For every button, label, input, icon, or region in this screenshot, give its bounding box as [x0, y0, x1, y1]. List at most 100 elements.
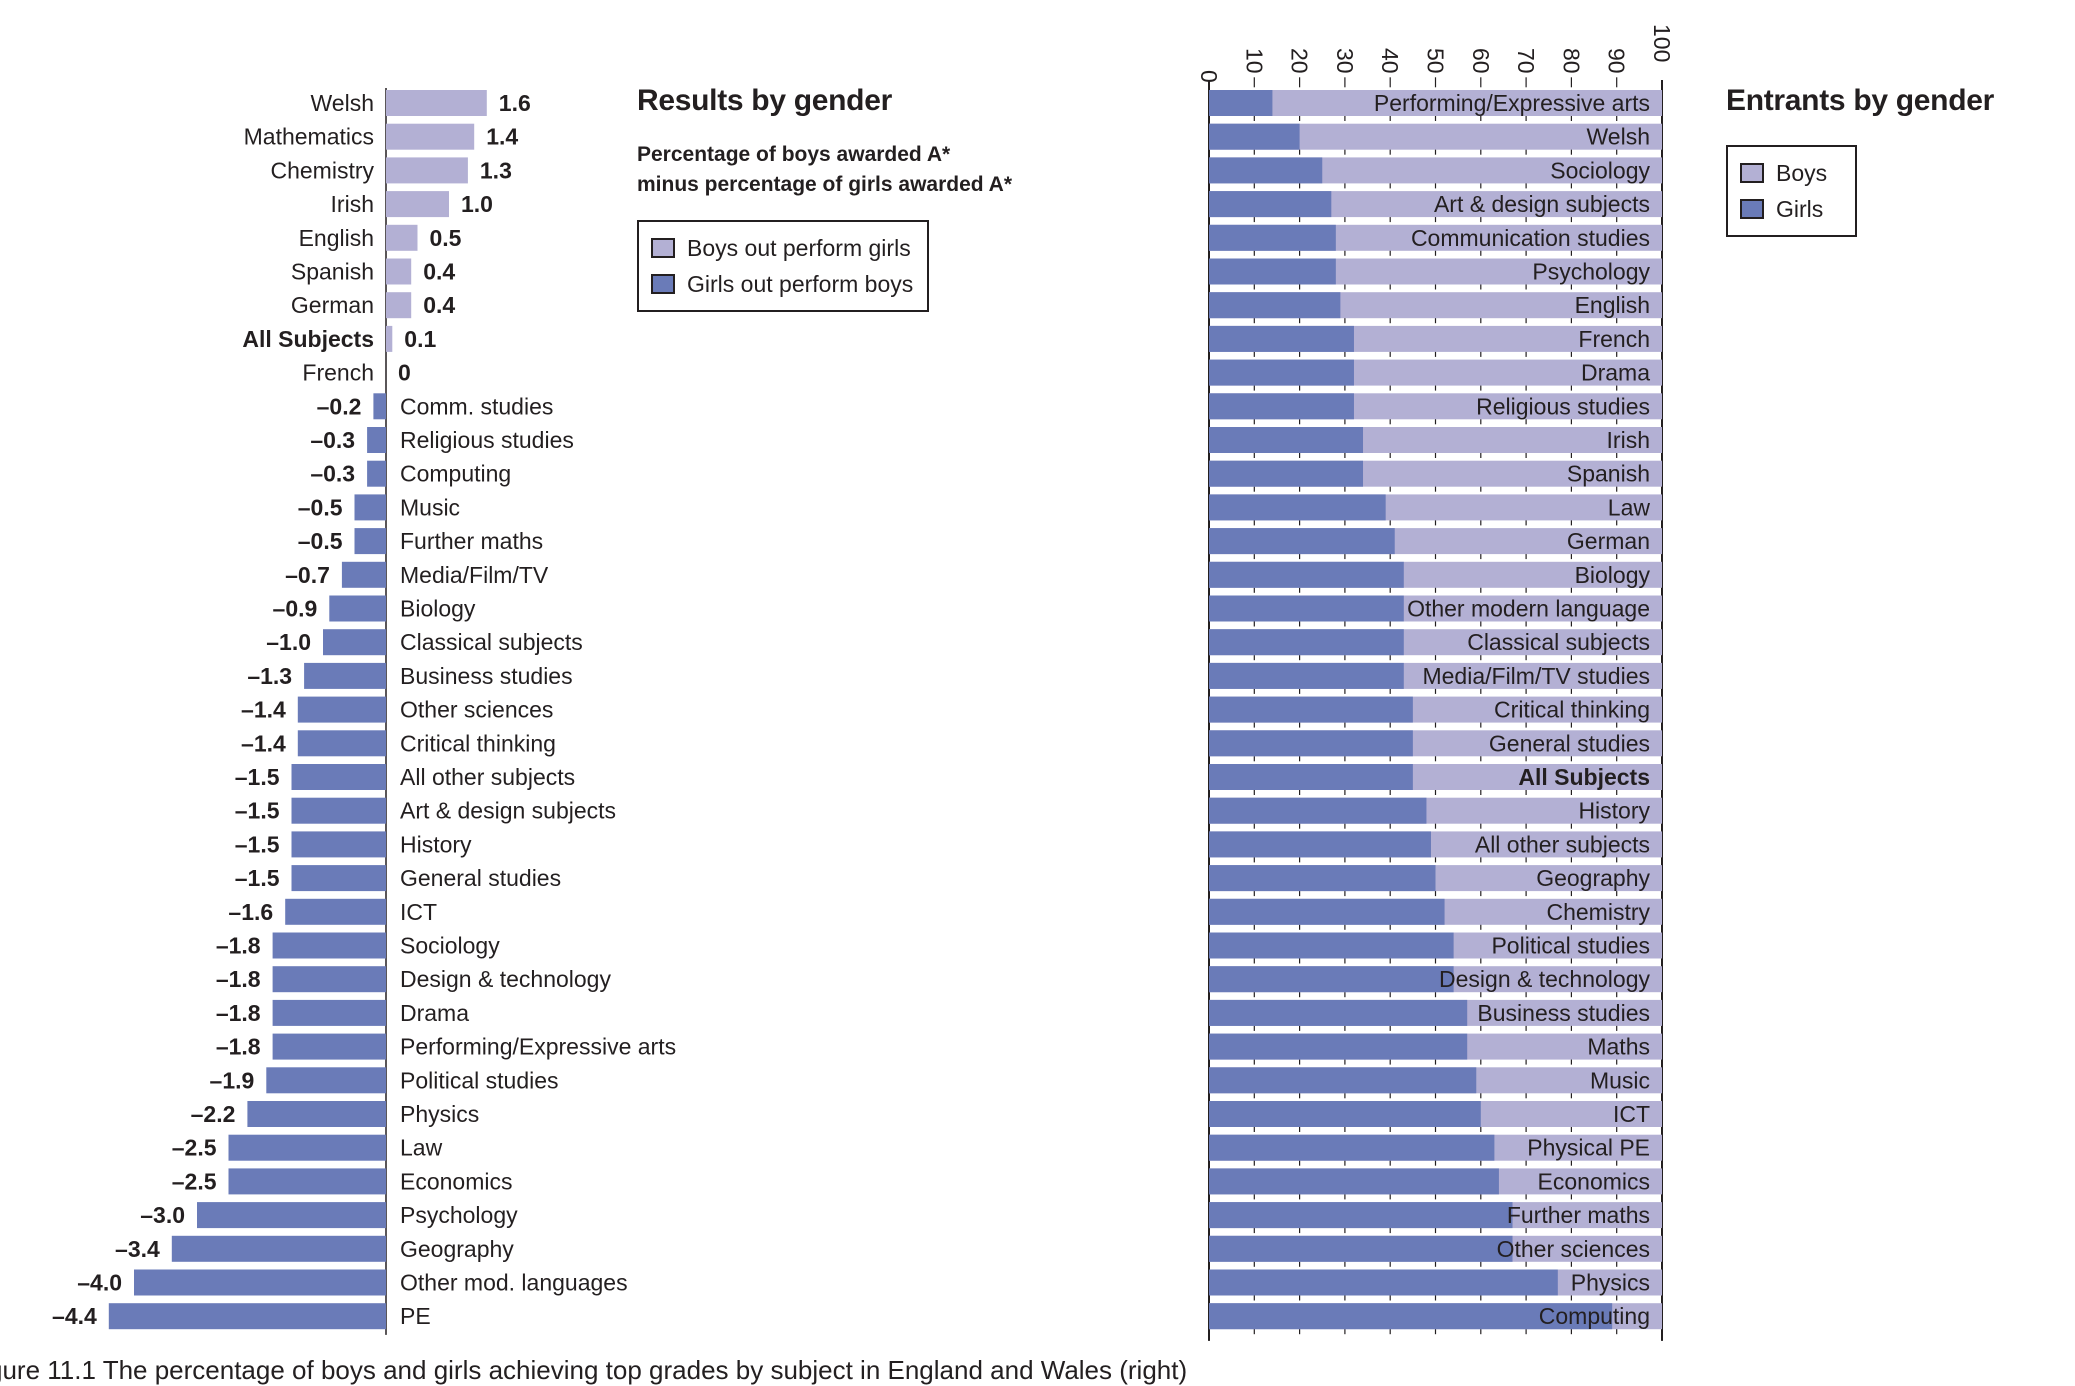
bar — [367, 460, 386, 487]
entrants-title: Entrants by gender — [1726, 84, 1994, 117]
bar-girls — [1209, 191, 1332, 218]
value-label: 0 — [398, 360, 411, 386]
category-label: Other mod. languages — [400, 1270, 628, 1296]
category-label: All Subjects — [242, 326, 374, 352]
category-label: French — [1578, 326, 1650, 352]
x-tick-label: 90 — [1604, 48, 1630, 74]
category-label: History — [400, 831, 472, 857]
category-label: Welsh — [311, 90, 375, 116]
category-label: Political studies — [400, 1067, 559, 1093]
value-label: –0.9 — [273, 596, 318, 622]
bar-girls — [1209, 932, 1454, 959]
category-label: Further maths — [1507, 1202, 1650, 1228]
category-label: Spanish — [291, 259, 374, 285]
category-label: Communication studies — [1411, 225, 1650, 251]
bar — [386, 292, 412, 319]
bar — [272, 932, 386, 959]
bar-girls — [1209, 1269, 1558, 1296]
bar — [108, 1303, 387, 1330]
value-label: –1.0 — [266, 629, 311, 655]
category-label: Geography — [400, 1236, 514, 1262]
value-label: –0.3 — [310, 427, 355, 453]
category-label: Critical thinking — [400, 730, 556, 756]
value-label: –0.7 — [285, 562, 330, 588]
category-label: Design & technology — [1439, 966, 1650, 992]
results-subtitle: Percentage of boys awarded A* minus perc… — [637, 140, 1012, 200]
category-label: German — [1567, 528, 1650, 554]
category-label: ICT — [400, 899, 437, 925]
value-label: –1.4 — [241, 730, 286, 756]
value-label: –4.4 — [52, 1303, 97, 1329]
category-label: Physics — [1571, 1270, 1650, 1296]
category-label: Religious studies — [1476, 393, 1650, 419]
bar-girls — [1209, 258, 1336, 285]
category-label: Biology — [400, 596, 476, 622]
value-label: –0.3 — [310, 461, 355, 487]
category-label: Economics — [1538, 1168, 1650, 1194]
category-label: Media/Film/TV — [400, 562, 549, 588]
legend-item-girls: Girls — [1740, 191, 1827, 227]
category-label: Economics — [400, 1168, 512, 1194]
value-label: –0.2 — [317, 393, 362, 419]
bar-girls — [1209, 224, 1336, 251]
bar-girls — [1209, 696, 1413, 723]
value-label: –1.8 — [216, 966, 261, 992]
category-label: Music — [400, 494, 460, 520]
legend-item-boys: Boys — [1740, 155, 1827, 191]
category-label: ICT — [1613, 1101, 1650, 1127]
bar — [323, 629, 386, 656]
category-label: Irish — [331, 191, 374, 217]
x-tick-label: 0 — [1196, 70, 1222, 83]
entrants-legend: Boys Girls — [1726, 145, 1858, 237]
category-label: Business studies — [1477, 1000, 1650, 1026]
x-tick-label: 10 — [1241, 48, 1267, 74]
bar-girls — [1209, 662, 1404, 689]
category-label: Performing/Expressive arts — [1374, 90, 1650, 116]
results-subtitle-line2: minus percentage of girls awarded A* — [637, 173, 1012, 196]
x-tick-label: 40 — [1377, 48, 1403, 74]
bar-girls — [1209, 1134, 1495, 1161]
bar — [373, 393, 386, 420]
value-label: –1.8 — [216, 1000, 261, 1026]
bar-girls — [1209, 460, 1364, 487]
bar-girls — [1209, 797, 1427, 824]
legend-swatch-boys — [651, 238, 675, 258]
category-label: General studies — [1489, 730, 1650, 756]
bar-girls — [1209, 1202, 1513, 1229]
bar-girls — [1209, 898, 1445, 925]
bar-girls — [1209, 1303, 1613, 1330]
bar-girls — [1209, 595, 1404, 622]
value-label: –1.8 — [216, 1034, 261, 1060]
bar-girls — [1209, 359, 1354, 386]
bar — [304, 662, 386, 689]
value-label: –1.5 — [235, 764, 280, 790]
value-label: –2.5 — [172, 1135, 217, 1161]
bar-girls — [1209, 629, 1404, 656]
category-label: Media/Film/TV studies — [1422, 663, 1650, 689]
category-label: Sociology — [1550, 157, 1650, 183]
bar-girls — [1209, 528, 1395, 555]
category-label: Maths — [1587, 1034, 1650, 1060]
bar-girls — [1209, 494, 1386, 521]
bar — [386, 224, 418, 251]
bar — [386, 258, 412, 285]
value-label: –1.6 — [228, 899, 273, 925]
category-label: Biology — [1575, 562, 1651, 588]
bar-girls — [1209, 831, 1431, 858]
bar — [228, 1134, 386, 1161]
value-label: –3.4 — [115, 1236, 160, 1262]
figure-caption: gure 11.1 The percentage of boys and gir… — [0, 1355, 1188, 1385]
category-label: All Subjects — [1518, 764, 1650, 790]
value-label: 0.4 — [423, 292, 455, 318]
category-label: Other sciences — [400, 697, 553, 723]
category-label: All other subjects — [1475, 831, 1650, 857]
bar-girls — [1209, 764, 1413, 790]
value-label: 0.4 — [423, 259, 455, 285]
category-label: Mathematics — [244, 124, 374, 150]
bar-girls — [1209, 999, 1468, 1026]
category-label: Music — [1590, 1067, 1650, 1093]
bar — [291, 797, 386, 824]
category-label: Comm. studies — [400, 393, 553, 419]
value-label: –1.5 — [235, 831, 280, 857]
category-label: Religious studies — [400, 427, 574, 453]
